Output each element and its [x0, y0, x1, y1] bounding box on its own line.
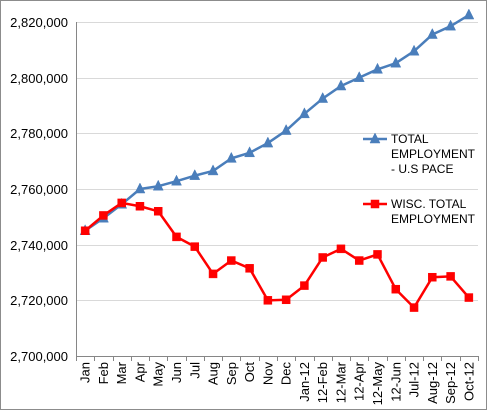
series-wisc-total — [80, 198, 474, 312]
y-tick-label: 2,780,000 — [10, 126, 68, 141]
data-point-square — [373, 250, 382, 259]
data-point-triangle — [353, 71, 365, 82]
data-point-triangle — [152, 179, 164, 191]
x-tick-label: Jan — [78, 362, 93, 383]
data-point-triangle — [426, 27, 438, 39]
data-point-triangle — [189, 169, 201, 180]
x-tick-label: Sep-12 — [443, 362, 458, 404]
legend-marker-triangle — [369, 132, 381, 144]
y-tick-label: 2,700,000 — [10, 349, 68, 364]
data-point-triangle — [408, 44, 420, 56]
data-point-square — [117, 198, 126, 208]
x-tick-label: May — [151, 362, 166, 387]
data-point-triangle — [225, 151, 237, 163]
x-tick-label: Dec — [279, 362, 294, 386]
x-tick-label: Aug — [206, 362, 221, 385]
x-tick-label: Nov — [260, 362, 275, 386]
x-tick-label: Jul — [187, 362, 202, 379]
data-point-triangle — [317, 91, 329, 103]
y-tick-label: 2,720,000 — [10, 293, 68, 308]
data-point-triangle — [171, 174, 182, 186]
data-point-triangle — [335, 79, 347, 91]
x-tick-label: Oct-12 — [461, 362, 476, 401]
x-tick-label: Feb — [96, 362, 111, 384]
x-tick-label: Oct — [242, 362, 257, 383]
legend-label-line: EMPLOYMENT — [391, 212, 476, 226]
data-point-triangle — [463, 8, 475, 20]
data-point-square — [281, 295, 291, 305]
legend-label-line: WISC. TOTAL — [391, 197, 467, 211]
x-tick-label: Aug-12 — [425, 362, 440, 404]
data-point-square — [428, 272, 437, 282]
x-tick-label: 12-May — [370, 362, 385, 406]
data-point-square — [172, 232, 181, 242]
data-point-square — [263, 296, 273, 305]
data-point-square — [318, 253, 327, 262]
data-point-square — [135, 202, 145, 211]
y-axis-tick-labels: 2,700,000 2,720,000 2,740,000 2,760,000 2,78… — [10, 15, 68, 364]
data-point-triangle — [207, 164, 219, 176]
x-tick-label: 12-Jun — [388, 362, 403, 402]
legend-label-line: TOTAL — [391, 132, 429, 146]
x-tick-label: Sep — [224, 362, 239, 385]
data-point-square — [227, 256, 236, 265]
data-point-triangle — [445, 19, 456, 31]
data-point-triangle — [134, 182, 146, 194]
data-point-square — [446, 272, 455, 281]
legend-marker-square — [370, 199, 380, 209]
y-tick-label: 2,760,000 — [10, 182, 68, 197]
data-point-square — [464, 293, 474, 302]
data-point-square — [336, 244, 346, 254]
x-axis-tick-labels: Jan Feb Mar Apr May Jun Jul Aug Sep Oct Nov Dec Jan-… — [78, 361, 477, 405]
y-tick-label: 2,820,000 — [10, 15, 68, 30]
x-tick-label: 12-Feb — [315, 362, 330, 403]
x-tick-label: 12-Apr — [352, 361, 367, 401]
data-point-triangle — [299, 107, 310, 119]
legend-label-line: - U.S PACE — [391, 162, 453, 176]
series-line — [84, 201, 470, 309]
legend-label-line: EMPLOYMENT — [391, 147, 476, 161]
data-point-square — [80, 226, 90, 235]
data-point-square — [153, 207, 163, 216]
data-point-triangle — [390, 56, 402, 68]
axes — [76, 22, 479, 361]
data-point-triangle — [280, 123, 292, 135]
data-point-square — [190, 242, 200, 251]
y-tick-label: 2,740,000 — [10, 238, 68, 253]
x-tick-label: Jun — [169, 362, 184, 383]
x-tick-label: Jan-12 — [297, 362, 312, 402]
data-point-square — [409, 303, 419, 312]
data-point-triangle — [244, 146, 255, 158]
data-point-square — [245, 264, 254, 273]
data-point-square — [208, 269, 218, 279]
series-lines — [79, 8, 475, 312]
data-point-triangle — [372, 62, 383, 74]
data-point-square — [99, 211, 108, 220]
series-line — [84, 13, 470, 232]
data-point-triangle — [262, 136, 274, 148]
data-point-square — [354, 256, 364, 265]
y-tick-label: 2,800,000 — [10, 71, 68, 86]
x-tick-label: 12-Mar — [333, 361, 348, 403]
data-point-square — [300, 281, 309, 290]
data-point-square — [391, 284, 401, 294]
x-tick-label: Mar — [114, 361, 129, 384]
x-tick-label: Apr — [132, 361, 147, 382]
x-tick-label: Jul-12 — [407, 362, 422, 397]
